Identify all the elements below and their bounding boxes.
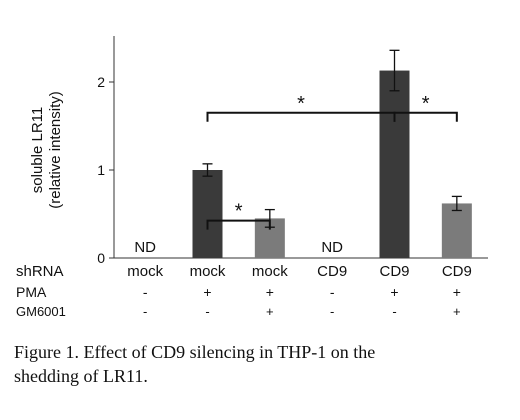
significance-star-1: * [235,201,243,223]
y-axis-label-line1: soluble LR11 [29,107,46,193]
condition-gm6001-5: - [392,304,396,319]
condition-label-pma: PMA [16,284,47,300]
bar-5 [379,70,410,258]
caption-line-2: shedding of LR11. [14,366,148,386]
bar-2 [192,170,223,258]
condition-label-gm6001: GM6001 [16,304,66,319]
figure-caption: Figure 1. Effect of CD9 silencing in THP… [14,340,509,388]
y-axis-ticks: 0 1 2 [97,74,114,266]
y-tick-label-0: 0 [97,250,105,266]
significance-bracket-1 [206,219,271,230]
bar-6 [441,203,472,258]
value-labels: ND ND [134,239,343,256]
condition-shrna-3: mock [252,263,288,280]
condition-gm6001-2: - [205,304,209,319]
y-tick-label-2: 2 [97,74,105,90]
condition-table: shRNA mock mock mock CD9 CD9 CD9 PMA - + + - + + GM600… [16,263,472,319]
y-tick-label-1: 1 [97,162,105,178]
significance-star-2: * [297,93,305,115]
condition-shrna-6: CD9 [442,263,472,280]
significance-bracket-3 [393,111,458,122]
condition-gm6001-4: - [330,304,334,319]
condition-gm6001-3: + [266,304,274,319]
significance-star-3: * [422,93,430,115]
condition-pma-2: + [203,284,211,300]
condition-pma-4: - [330,284,335,300]
condition-shrna-5: CD9 [379,263,409,280]
y-axis-label: soluble LR11 (relative intensity) [29,91,64,209]
condition-gm6001-6: + [453,304,461,319]
condition-label-shrna: shRNA [16,263,64,280]
value-label-4: ND [321,239,343,256]
condition-gm6001-1: - [143,304,147,319]
condition-shrna-2: mock [190,263,226,280]
bars [192,70,472,258]
y-axis-label-line2: (relative intensity) [47,91,64,209]
significance-brackets: * * * [206,93,458,230]
condition-pma-6: + [453,284,461,300]
caption-line-1: Figure 1. Effect of CD9 silencing in THP… [14,342,376,362]
condition-shrna-4: CD9 [317,263,347,280]
condition-pma-3: + [266,284,274,300]
error-bars [202,49,462,228]
condition-pma-1: - [143,284,148,300]
condition-shrna-1: mock [127,263,163,280]
condition-pma-5: + [390,284,398,300]
value-label-1: ND [134,239,156,256]
